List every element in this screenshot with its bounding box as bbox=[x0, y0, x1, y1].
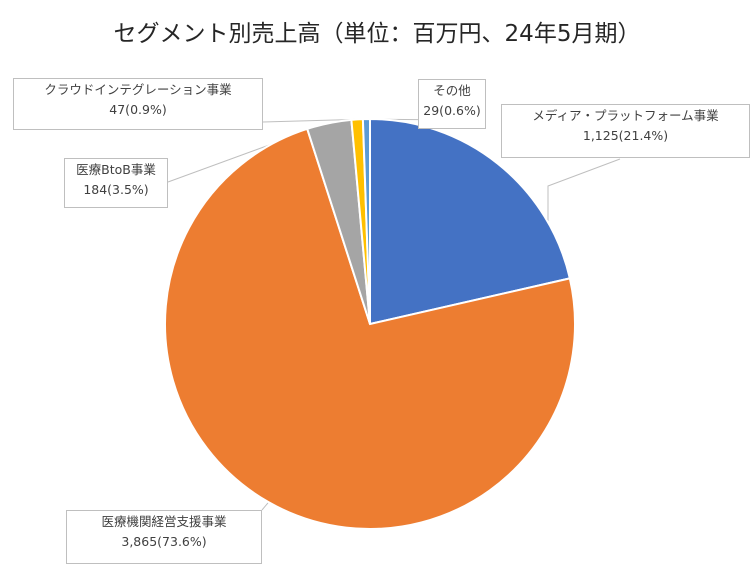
pie-slice bbox=[164, 127, 576, 530]
slice-name-label: 医療BtoB事業 bbox=[76, 162, 156, 177]
callout-other: その他 29(0.6%) bbox=[418, 79, 486, 129]
slice-value-label: 47(0.9%) bbox=[109, 102, 167, 117]
slice-value-label: 29(0.6%) bbox=[423, 103, 481, 118]
callout-media-platform: メディア・プラットフォーム事業 1,125(21.4%) bbox=[501, 104, 750, 158]
slice-name-label: その他 bbox=[433, 83, 471, 98]
leader-line bbox=[262, 118, 358, 123]
slice-name-label: クラウドインテグレーション事業 bbox=[44, 82, 232, 97]
pie-slice bbox=[361, 117, 371, 325]
slice-value-label: 3,865(73.6%) bbox=[121, 534, 207, 549]
callout-cloud-integration: クラウドインテグレーション事業 47(0.9%) bbox=[13, 78, 263, 130]
slice-name-label: 医療機関経営支援事業 bbox=[101, 514, 227, 529]
chart-title: セグメント別売上高（単位：百万円、24年5月期） bbox=[113, 21, 641, 47]
leader-line bbox=[261, 501, 269, 511]
pie-slice bbox=[369, 117, 572, 326]
callout-medical-btob: 医療BtoB事業 184(3.5%) bbox=[64, 158, 168, 208]
slice-value-label: 1,125(21.4%) bbox=[582, 128, 669, 143]
callout-medical-management: 医療機関経営支援事業 3,865(73.6%) bbox=[66, 510, 262, 564]
slice-name-label: メディア・プラットフォーム事業 bbox=[532, 108, 719, 123]
slice-value-label: 184(3.5%) bbox=[83, 182, 149, 197]
pie-slices bbox=[164, 117, 576, 530]
